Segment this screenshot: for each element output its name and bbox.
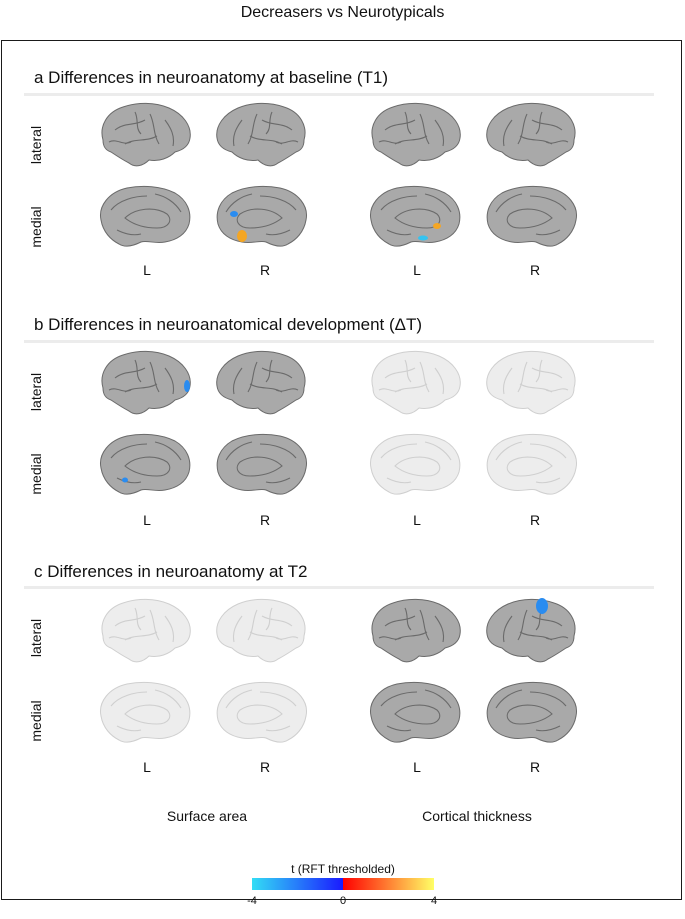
lateral-brain-surface (101, 598, 191, 663)
view-label-medial: medial (28, 453, 44, 495)
medial-brain-surface (216, 185, 307, 247)
lateral-brain-surface (486, 598, 576, 663)
lateral-brain-surface (371, 350, 461, 415)
column-label-surface-area: Surface area (166, 808, 248, 824)
significant-cluster (184, 380, 190, 392)
lateral-brain-surface (216, 350, 306, 415)
view-label-lateral: lateral (28, 618, 44, 658)
medial-brain-surface (100, 185, 191, 247)
hemisphere-label-right: R (259, 759, 271, 775)
hemisphere-label-left: L (413, 512, 421, 528)
colorbar-tick-max: 4 (430, 895, 438, 907)
lateral-brain-surface (486, 102, 576, 167)
view-label-lateral: lateral (28, 372, 44, 412)
colorbar-tick-mid: 0 (339, 895, 347, 907)
lateral-brain-surface (216, 598, 306, 663)
hemisphere-label-right: R (259, 262, 271, 278)
hemisphere-label-left: L (413, 759, 421, 775)
hemisphere-label-right: R (529, 262, 541, 278)
lateral-brain-surface (216, 102, 306, 167)
figure-title: Decreasers vs Neurotypicals (240, 4, 445, 21)
medial-brain-surface (486, 433, 577, 495)
significant-cluster (418, 235, 428, 241)
significant-cluster (237, 230, 247, 242)
section-a-title: a Differences in neuroanatomy at baselin… (34, 68, 389, 87)
lateral-brain-surface (101, 102, 191, 167)
lateral-brain-surface (371, 598, 461, 663)
hemisphere-label-right: R (529, 759, 541, 775)
medial-brain-surface (370, 433, 461, 495)
hemisphere-label-right: R (529, 512, 541, 528)
section-a-divider (24, 93, 654, 96)
hemisphere-label-left: L (143, 759, 151, 775)
lateral-brain-surface (486, 350, 576, 415)
view-label-lateral: lateral (28, 125, 44, 165)
significant-cluster (433, 223, 441, 229)
medial-brain-surface (370, 681, 461, 743)
lateral-brain-surface (101, 350, 191, 415)
view-label-medial: medial (28, 700, 44, 742)
hemisphere-label-right: R (259, 512, 271, 528)
section-b-divider (24, 340, 654, 343)
figure-frame (1, 40, 682, 900)
medial-brain-surface (100, 433, 191, 495)
view-label-medial: medial (28, 206, 44, 248)
significant-cluster (230, 211, 238, 217)
medial-brain-surface (100, 681, 191, 743)
colorbar-tick-min: -4 (247, 895, 257, 907)
section-b-title: b Differences in neuroanatomical develop… (34, 315, 423, 334)
lateral-brain-surface (371, 102, 461, 167)
significant-cluster (122, 477, 128, 483)
medial-brain-surface (486, 681, 577, 743)
colorbar (252, 878, 434, 890)
medial-brain-surface (216, 433, 307, 495)
hemisphere-label-left: L (143, 512, 151, 528)
medial-brain-surface (370, 185, 461, 247)
significant-cluster (536, 598, 548, 614)
medial-brain-surface (216, 681, 307, 743)
column-label-cortical-thickness: Cortical thickness (422, 808, 532, 824)
hemisphere-label-left: L (143, 262, 151, 278)
section-c-divider (24, 586, 654, 589)
section-c-title: c Differences in neuroanatomy at T2 (34, 562, 308, 581)
medial-brain-surface (486, 185, 577, 247)
hemisphere-label-left: L (413, 262, 421, 278)
colorbar-title: t (RFT thresholded) (291, 862, 395, 876)
